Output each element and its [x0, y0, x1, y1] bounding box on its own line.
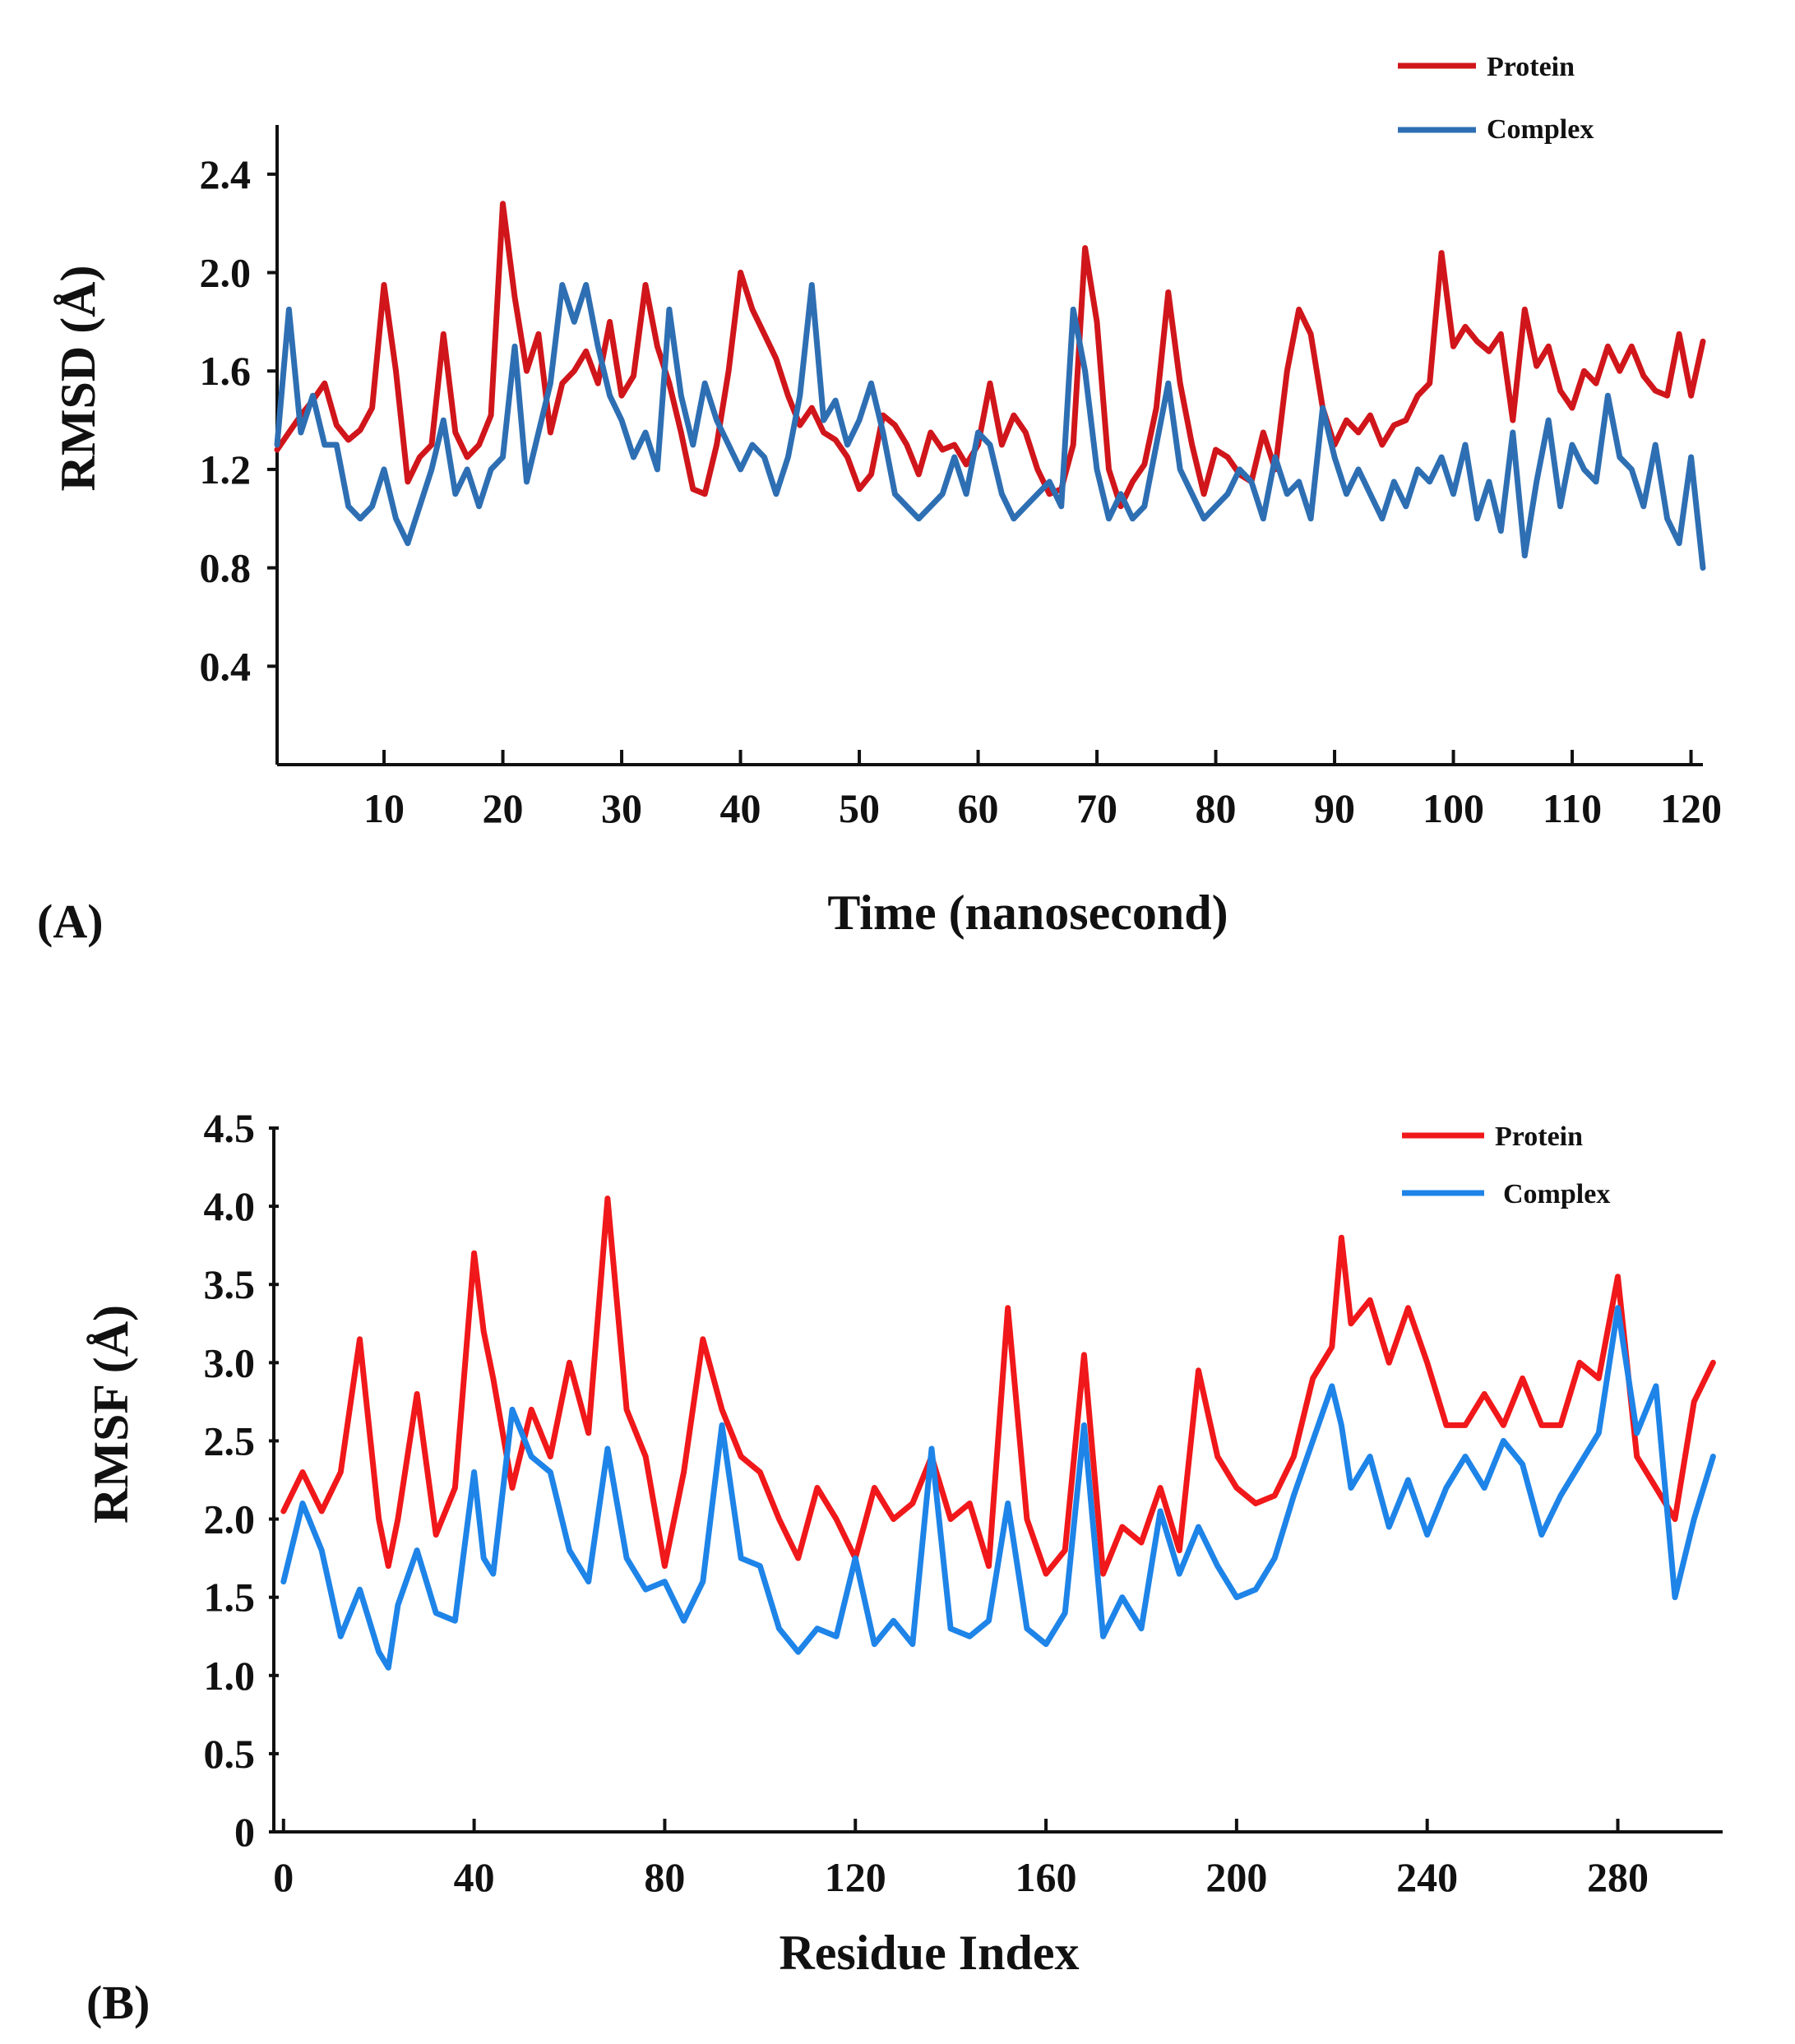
rmsd-x-tick-label: 70: [1076, 785, 1117, 831]
rmsd-series-protein-line: [274, 201, 1706, 510]
rmsd-x-tick-label: 30: [601, 785, 642, 831]
rmsd-y-tick-label: 2.0: [200, 250, 252, 296]
rmsf-x-tick-label: 80: [644, 1854, 685, 1900]
rmsf-y-tick-label: 3.0: [204, 1339, 256, 1385]
legend-complex-label: Complex: [1487, 114, 1594, 145]
rmsf-y-tick-label: 4.5: [204, 1105, 256, 1151]
legend-protein-label: Protein: [1487, 52, 1575, 82]
rmsf-x-axis-title: Residue Index: [779, 1926, 1079, 1980]
rmsf-x-tick-label: 0: [273, 1854, 294, 1900]
rmsd-x-tick-label: 120: [1660, 785, 1722, 831]
rmsd-x-tick-label: 80: [1196, 785, 1237, 831]
rmsd-series-complex-line: [274, 282, 1706, 571]
rmsf-x-tick-label: 240: [1396, 1854, 1458, 1900]
rmsf-series-protein-line: [280, 1195, 1716, 1577]
rmsf-y-tick-label: 1.0: [204, 1653, 256, 1699]
rmsf-series-complex-line: [280, 1305, 1716, 1671]
rmsf-y-tick-label: 0.5: [204, 1731, 256, 1777]
rmsf-x-tick-label: 120: [825, 1854, 886, 1900]
rmsf-legend: Protein Complex: [1402, 1121, 1610, 1209]
rmsf-x-tick-label: 160: [1015, 1854, 1077, 1900]
rmsd-chart: 0.4 0.8 1.2 1.6 2.0 2.4 10 20 30 40 50 60 70 80 90 100…: [37, 52, 1722, 948]
rmsf-x-tick-label: 200: [1205, 1854, 1267, 1900]
rmsd-x-tick-label: 100: [1423, 785, 1484, 831]
rmsd-y-tick-label: 0.4: [200, 643, 252, 689]
panel-label-b: (B): [86, 1976, 150, 2029]
panel-label-a: (A): [37, 895, 104, 948]
rmsd-x-tick-label: 20: [483, 785, 524, 831]
rmsd-x-tick-label: 10: [363, 785, 405, 831]
legend-protein-label: Protein: [1495, 1121, 1583, 1152]
rmsf-y-tick-label: 3.5: [204, 1261, 256, 1307]
rmsd-y-axis-title: RMSD (Å): [51, 266, 105, 492]
rmsd-y-tick-label: 1.6: [200, 348, 252, 394]
rmsf-y-tick-label: 4.0: [204, 1183, 256, 1229]
rmsf-y-tick-label: 0: [234, 1809, 255, 1855]
rmsd-y-tick-label: 0.8: [200, 545, 252, 591]
rmsf-x-tick-label: 280: [1587, 1854, 1649, 1900]
legend-complex-label: Complex: [1503, 1179, 1610, 1209]
rmsf-y-axis-title: RMSF (Å): [84, 1305, 138, 1524]
rmsf-chart: 0 0.5 1.0 1.5 2.0 2.5 3.0 3.5 4.0 4.5 0 40 80 120 160…: [84, 1105, 1723, 2029]
rmsd-x-axis-title: Time (nanosecond): [827, 886, 1228, 940]
rmsf-y-tick-label: 2.5: [204, 1417, 256, 1464]
rmsf-y-tick-label: 1.5: [204, 1575, 256, 1621]
rmsd-x-tick-label: 60: [958, 785, 999, 831]
rmsd-y-tick-label: 1.2: [200, 446, 252, 493]
rmsf-x-tick-label: 40: [454, 1854, 495, 1900]
rmsd-x-tick-label: 90: [1314, 785, 1355, 831]
rmsf-y-tick-label: 2.0: [204, 1496, 256, 1542]
rmsd-x-tick-label: 110: [1543, 785, 1602, 831]
rmsd-y-tick-label: 2.4: [200, 151, 252, 197]
rmsd-x-tick-label: 40: [720, 785, 761, 831]
rmsd-legend: Protein Complex: [1398, 52, 1594, 145]
rmsd-x-tick-label: 50: [839, 785, 880, 831]
